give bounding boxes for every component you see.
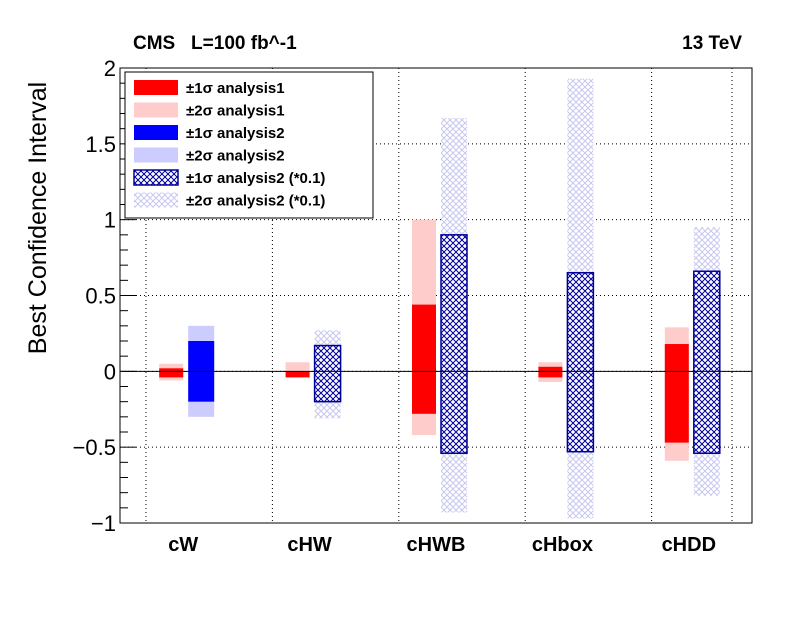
y-tick-label: −1 (91, 511, 116, 536)
interval-bar (566, 272, 595, 453)
legend-label: ±1σ analysis2 (186, 125, 285, 142)
interval-bar (159, 368, 184, 378)
interval-bar (440, 234, 468, 454)
experiment-label: CMS L=100 fb^-1 (133, 33, 297, 54)
x-tick-label: cHDD (662, 534, 716, 556)
legend-swatch (133, 169, 179, 186)
y-axis: −1 −0.5 0 0.5 1 1.5 2 (73, 56, 136, 536)
legend-swatch (134, 125, 178, 140)
legend-swatch (134, 80, 178, 95)
legend-label: ±2σ analysis2 (*0.1) (186, 193, 325, 210)
interval-bar (285, 362, 310, 372)
y-tick-label: 0 (104, 359, 116, 384)
y-axis-title: Best Confidence Interval (24, 82, 52, 354)
interval-bar (664, 344, 689, 443)
y-tick-label: 1 (104, 208, 116, 233)
legend: ±1σ analysis1 ±2σ analysis1 ±1σ analysis2 ±… (124, 71, 374, 219)
x-axis-labels: cW cHW cHWB cHbox cHDD (168, 534, 716, 556)
energy-label: 13 TeV (682, 33, 742, 54)
legend-label: ±1σ analysis2 (*0.1) (186, 170, 325, 187)
interval-bar (285, 371, 310, 378)
legend-label: ±2σ analysis2 (186, 148, 285, 165)
legend-swatch (134, 102, 178, 118)
interval-bar (313, 344, 342, 403)
x-tick-label: cHbox (532, 534, 593, 556)
legend-label: ±1σ analysis1 (186, 80, 285, 97)
legend-swatch (134, 147, 178, 163)
y-tick-label: 1.5 (85, 132, 116, 157)
y-tick-label: −0.5 (73, 435, 116, 460)
legend-swatch (134, 192, 178, 208)
y-tick-label: 2 (104, 56, 116, 81)
legend-label: ±2σ analysis1 (186, 103, 285, 120)
x-tick-label: cHWB (407, 534, 466, 556)
interval-bar (693, 270, 721, 454)
interval-bars (159, 78, 721, 519)
x-tick-label: cHW (287, 534, 332, 556)
y-tick-label: 0.5 (85, 284, 116, 309)
interval-bar (412, 304, 436, 414)
interval-bar (538, 366, 563, 378)
x-tick-label: cW (168, 534, 198, 556)
